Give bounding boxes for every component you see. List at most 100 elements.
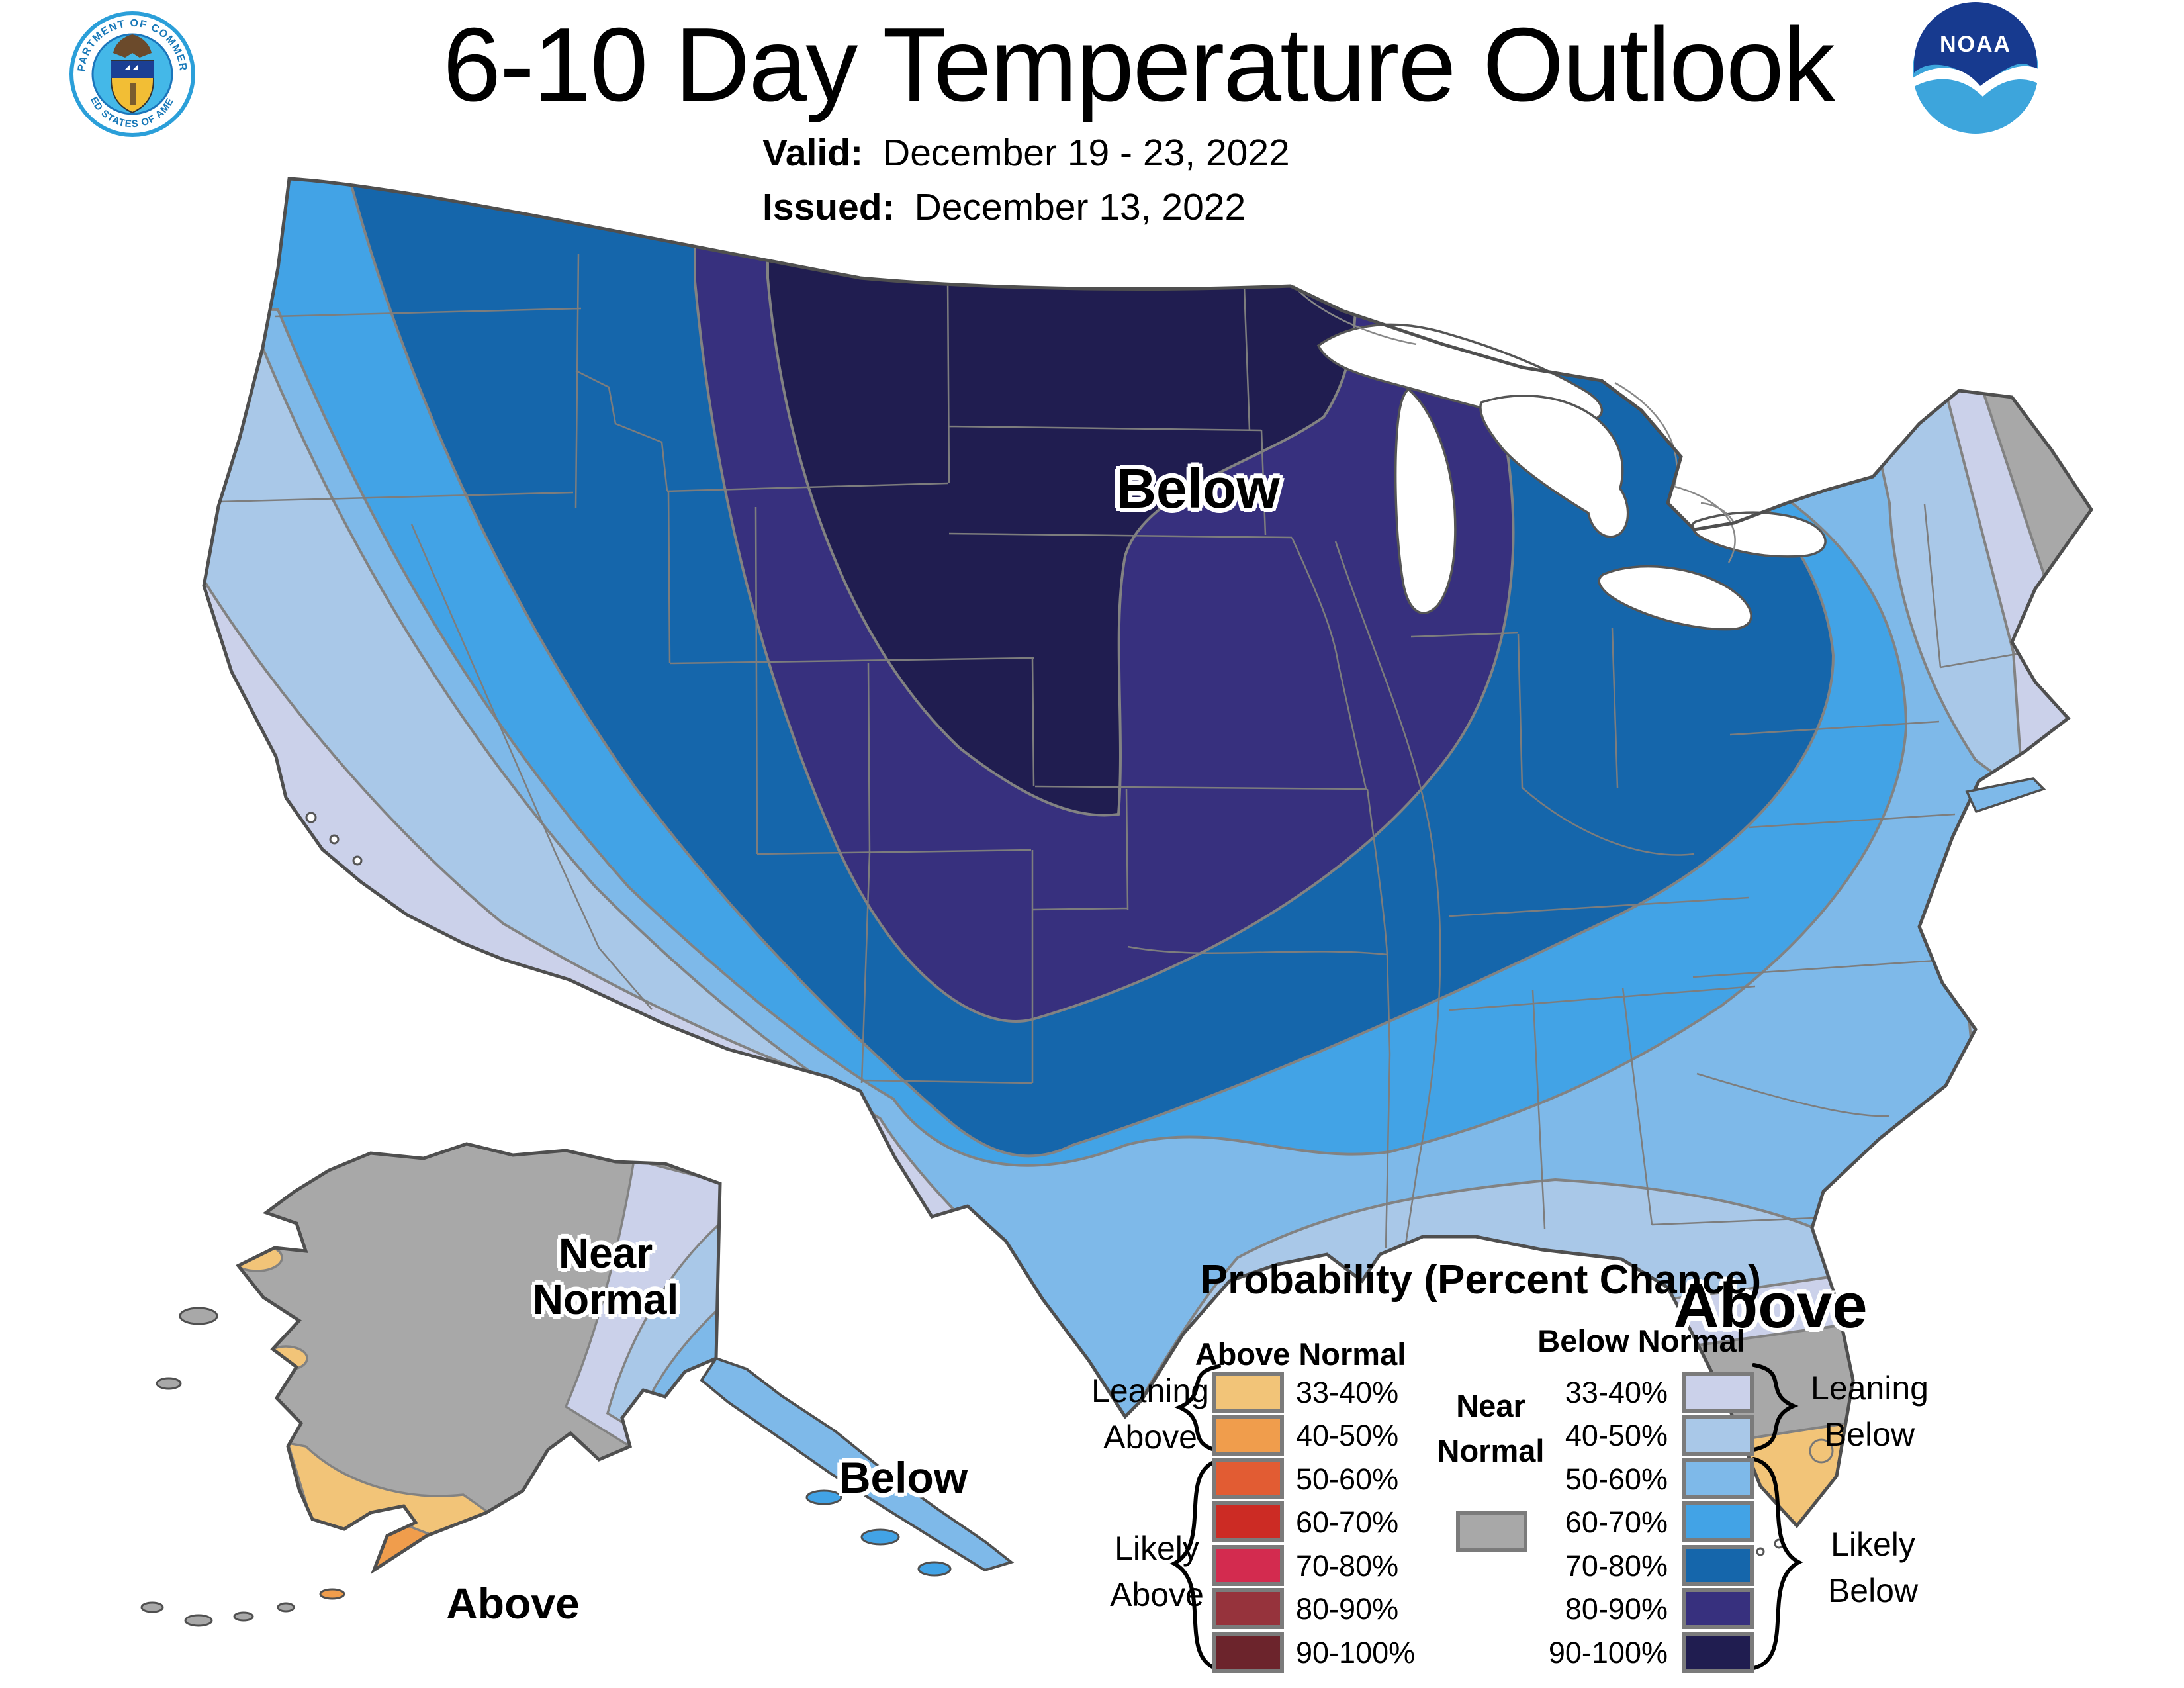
lake-huron	[1479, 395, 1629, 538]
lake-michigan	[1394, 387, 1457, 614]
noaa-logo-text: NOAA	[1940, 32, 2011, 57]
legend-below-header: Below Normal	[1537, 1323, 1745, 1358]
seal-ship-icon	[124, 65, 138, 70]
legend-above-range: 60-70%	[1296, 1505, 1399, 1539]
long-island	[1965, 777, 2046, 814]
legend-above-swatch-80-90	[1212, 1588, 1284, 1629]
legend-near-swatch	[1456, 1511, 1527, 1552]
brace-likely-below	[1752, 1457, 1803, 1670]
legend-above-swatch-50-60	[1212, 1458, 1284, 1499]
legend-below-range: 70-80%	[1565, 1549, 1668, 1583]
canada-outline	[1293, 285, 1736, 563]
legend-below-swatch-80-90	[1682, 1588, 1754, 1629]
issued-row: Issued: December 13, 2022	[762, 185, 1246, 229]
map-label-alaska-below: Below	[839, 1453, 968, 1502]
noaa-seagull-icon	[1913, 66, 2038, 97]
seal-eagle-icon	[113, 34, 152, 58]
legend-above-swatch-60-70	[1212, 1501, 1284, 1542]
lake-erie	[1598, 565, 1752, 631]
island-dot	[805, 1489, 842, 1505]
legend-group-likely-below-line1: Likely	[1831, 1526, 1915, 1563]
valid-label: Valid:	[762, 132, 864, 174]
aleutian-islands	[140, 1307, 295, 1627]
valid-row: Valid: December 19 - 23, 2022	[762, 131, 1290, 175]
aleutian-islands-above	[319, 1588, 345, 1600]
legend-below-swatch-70-80	[1682, 1545, 1754, 1586]
island-dot	[917, 1561, 952, 1577]
state-borders	[218, 254, 2025, 1253]
brace-leaning-above	[1174, 1364, 1221, 1453]
channel-islands	[305, 812, 363, 866]
lake-okeechobee	[1809, 1438, 1834, 1464]
island-dot	[140, 1601, 164, 1613]
band-below-90-100	[766, 179, 1357, 817]
legend-below-swatch-60-70	[1682, 1501, 1754, 1542]
legend-below-swatch-40-50	[1682, 1415, 1754, 1456]
island-dot	[329, 834, 340, 845]
legend-below-range: 50-60%	[1565, 1462, 1668, 1496]
legend-above-range: 90-100%	[1296, 1636, 1416, 1669]
island-dot	[179, 1307, 218, 1325]
legend-braces	[1169, 1363, 1803, 1671]
map-label-alaska-above: Above	[446, 1579, 580, 1628]
department-of-commerce-seal: DEPARTMENT OF COMMERCE UNITED STATES OF …	[0, 0, 195, 137]
island-dot	[305, 812, 317, 823]
legend-above-swatch-40-50	[1212, 1415, 1284, 1456]
alaska-panhandle	[700, 1356, 1015, 1572]
legend-below-range: 40-50%	[1565, 1419, 1668, 1452]
seal-lighthouse-icon	[130, 83, 136, 105]
legend-above-range: 33-40%	[1296, 1376, 1399, 1409]
legend-above-range: 50-60%	[1296, 1462, 1399, 1496]
alaska-inset	[140, 1144, 1015, 1627]
legend-group-leaning-below-line2: Below	[1824, 1416, 1915, 1453]
legend-group-likely-below-line2: Below	[1827, 1572, 1919, 1609]
legend-above-range: 70-80%	[1296, 1549, 1399, 1583]
brace-likely-above	[1169, 1458, 1221, 1671]
brace-leaning-below	[1752, 1363, 1799, 1452]
legend-above-swatch-33-40	[1212, 1372, 1284, 1413]
legend-above-header: Above Normal	[1195, 1336, 1406, 1372]
legend-above-swatch-90-100	[1212, 1632, 1284, 1673]
legend-below-range: 33-40%	[1565, 1376, 1668, 1409]
great-lakes	[1316, 323, 1827, 631]
legend-group-leaning-above-line1: Leaning	[1091, 1372, 1209, 1409]
region-maine-near-normal	[1978, 355, 2091, 630]
legend-group-likely-above-line2: Above	[1110, 1576, 1204, 1613]
legend-below-range: 60-70%	[1565, 1505, 1668, 1539]
page-title: 6-10 Day Temperature Outlook	[443, 7, 1835, 123]
map-label-florida-above: Above	[1673, 1270, 1868, 1341]
legend-title: Probability (Percent Chance)	[1200, 1257, 1762, 1303]
island-dot	[860, 1528, 900, 1546]
noaa-logo: NOAA	[1913, 2, 2038, 134]
island-dot	[277, 1602, 295, 1613]
issued-label: Issued:	[762, 186, 895, 228]
island-dot	[352, 855, 363, 866]
legend-group-likely-above-line1: Likely	[1115, 1530, 1199, 1567]
island-dot	[233, 1611, 254, 1622]
legend-below-range: 80-90%	[1565, 1592, 1668, 1626]
island-dot	[156, 1377, 182, 1390]
legend-above-range: 80-90%	[1296, 1592, 1399, 1626]
conus-map-group	[99, 152, 2158, 1560]
map-label-alaska-near-line2: Normal	[532, 1276, 679, 1323]
key-dot	[1756, 1547, 1765, 1556]
valid-date: December 19 - 23, 2022	[883, 132, 1290, 174]
legend-group-leaning-above-line2: Above	[1103, 1419, 1197, 1456]
map-label-conus-below: Below	[1116, 457, 1280, 520]
legend-group-leaning-below-line1: Leaning	[1811, 1370, 1929, 1407]
legend-below-swatch-50-60	[1682, 1458, 1754, 1499]
legend-above-swatch-70-80	[1212, 1545, 1284, 1586]
seal-shield-chief	[111, 61, 154, 78]
legend-near-line1: Near	[1456, 1388, 1525, 1423]
map-label-alaska-near-line1: Near	[558, 1229, 653, 1277]
noaa-dark-fan	[1914, 2, 2037, 86]
island-dot	[319, 1588, 345, 1600]
legend-below-range: 90-100%	[1548, 1636, 1668, 1669]
issued-date: December 13, 2022	[914, 186, 1246, 228]
panhandle-islands	[805, 1489, 952, 1577]
island-dot	[184, 1614, 213, 1627]
legend-near-line2: Normal	[1437, 1433, 1545, 1468]
legend-below-swatch-33-40	[1682, 1372, 1754, 1413]
